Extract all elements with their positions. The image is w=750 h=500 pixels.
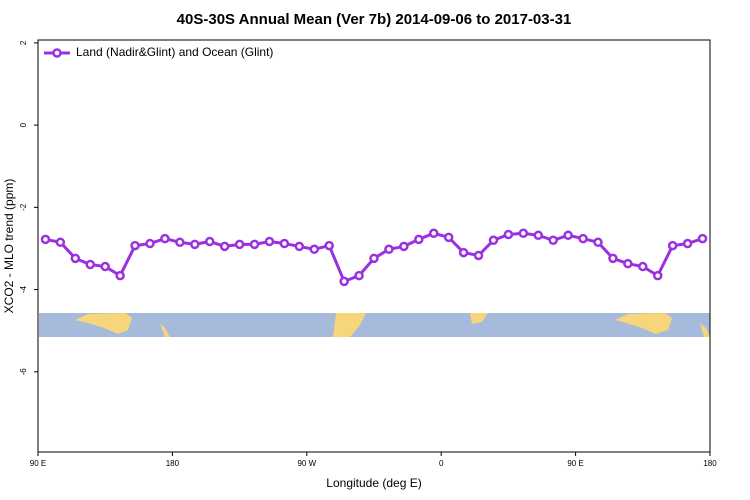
- data-point: [682, 238, 693, 249]
- data-point: [533, 230, 544, 241]
- data-point: [55, 237, 66, 248]
- data-point: [578, 233, 588, 244]
- data-point: [563, 230, 573, 241]
- y-tick-label: -6: [19, 368, 28, 376]
- data-point: [414, 234, 424, 245]
- x-tick-label: 180: [703, 459, 717, 468]
- data-point: [175, 237, 185, 248]
- land: [700, 323, 710, 337]
- data-point: [354, 270, 364, 281]
- land: [160, 323, 170, 337]
- data-point: [443, 232, 454, 243]
- data-point: [667, 240, 678, 251]
- x-tick-label: 0: [439, 459, 444, 468]
- ocean: [39, 313, 710, 337]
- y-tick-label: -2: [19, 203, 28, 211]
- data-point: [458, 247, 469, 258]
- map-strip: [39, 313, 710, 337]
- data-point: [324, 240, 334, 251]
- data-point: [518, 228, 529, 239]
- data-point: [399, 241, 409, 252]
- legend-marker: [52, 48, 62, 58]
- data-point: [264, 236, 275, 247]
- data-point: [593, 237, 603, 248]
- data-point: [70, 253, 81, 264]
- data-point: [294, 241, 305, 252]
- data-point: [623, 258, 633, 269]
- data-point: [130, 240, 140, 251]
- data-point: [697, 233, 708, 244]
- data-point: [160, 233, 170, 244]
- data-point: [85, 259, 96, 270]
- land: [75, 313, 132, 334]
- data-point: [115, 270, 125, 281]
- chart-title: 40S-30S Annual Mean (Ver 7b) 2014-09-06 …: [177, 11, 572, 28]
- data-point: [309, 244, 320, 255]
- y-tick-label: 0: [19, 122, 28, 127]
- data-point: [279, 238, 290, 249]
- plot-frame: [37, 39, 711, 453]
- y-tick-label: -4: [19, 285, 28, 293]
- data-point: [234, 239, 245, 250]
- data-point: [145, 238, 155, 249]
- land: [615, 313, 672, 334]
- x-tick-label: 90 E: [30, 459, 46, 468]
- data-point: [473, 250, 484, 261]
- data-point: [608, 253, 618, 264]
- x-tick-label: 90 W: [297, 459, 316, 468]
- data-point: [190, 239, 200, 250]
- land: [333, 313, 366, 337]
- data-point: [503, 229, 514, 240]
- data-point: [652, 270, 663, 281]
- legend-label: Land (Nadir&Glint) and Ocean (Glint): [76, 45, 273, 59]
- data-point: [219, 241, 230, 252]
- x-axis-label: Longitude (deg E): [326, 476, 421, 490]
- y-axis-label: XCO2 - MLO trend (ppm): [2, 179, 16, 314]
- data-point: [384, 244, 394, 255]
- data-point: [100, 261, 110, 272]
- data-point: [369, 253, 379, 264]
- data-point: [204, 236, 215, 247]
- land: [470, 313, 488, 324]
- y-tick-label: 2: [19, 40, 28, 45]
- data-point: [488, 235, 499, 245]
- data-point: [339, 276, 349, 287]
- data-point: [40, 234, 51, 245]
- data-point: [249, 239, 260, 250]
- x-tick-label: 90 E: [567, 459, 583, 468]
- data-point: [428, 228, 439, 239]
- x-tick-label: 180: [166, 459, 180, 468]
- data-point: [548, 235, 558, 245]
- data-point: [638, 261, 648, 272]
